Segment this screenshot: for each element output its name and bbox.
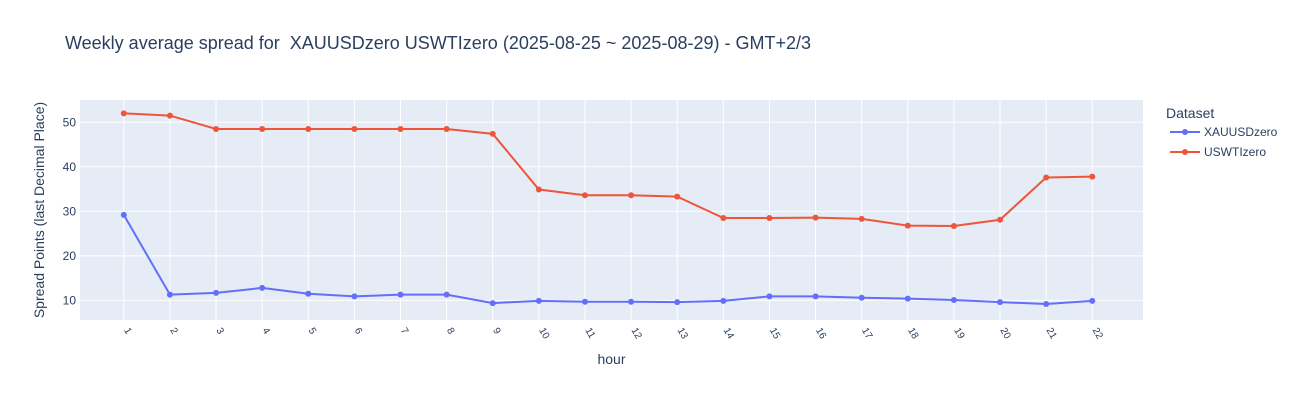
x-tick-label: 7 [398,326,411,337]
data-point[interactable] [535,297,542,304]
legend[interactable]: Dataset XAUUSDzero USWTIzero [1166,105,1278,159]
legend-label: USWTIzero [1204,145,1266,159]
x-tick-label: 18 [905,326,920,342]
data-point[interactable] [950,296,957,303]
y-tick-label: 50 [63,115,77,129]
x-tick-label: 22 [1090,326,1105,342]
x-tick-label: 8 [444,326,457,337]
plot-area[interactable] [80,100,1143,320]
data-point[interactable] [628,298,635,305]
x-tick-label: 20 [997,326,1012,342]
legend-marker-icon [1182,129,1188,135]
x-tick-label: 5 [306,326,319,337]
series-line[interactable] [122,214,1093,305]
y-axis-label: Spread Points (last Decimal Place) [31,102,47,318]
series-XAUUSDzero[interactable] [120,211,1096,307]
x-tick-label: 13 [675,326,690,342]
data-point[interactable] [858,215,865,222]
data-point[interactable] [997,216,1004,223]
gridlines [80,100,1143,320]
data-point[interactable] [1043,300,1050,307]
data-point[interactable] [120,211,127,218]
data-point[interactable] [1043,174,1050,181]
data-point[interactable] [950,223,957,230]
chart-title: Weekly average spread for XAUUSDzero USW… [65,33,811,53]
data-point[interactable] [904,222,911,229]
series-USWTIzero[interactable] [120,110,1096,230]
data-point[interactable] [259,284,266,291]
data-point[interactable] [166,291,173,298]
data-point[interactable] [1089,297,1096,304]
data-point[interactable] [581,298,588,305]
data-point[interactable] [904,295,911,302]
series-layer [120,110,1096,307]
x-tick-label: 12 [629,326,644,342]
data-point[interactable] [213,125,220,132]
data-point[interactable] [351,293,358,300]
x-tick-label: 11 [582,326,597,341]
legend-title: Dataset [1166,105,1214,121]
y-tick-label: 40 [63,160,77,174]
x-tick-label: 16 [813,326,828,342]
data-point[interactable] [213,289,220,296]
data-point[interactable] [397,125,404,132]
data-point[interactable] [443,291,450,298]
y-tick-label: 10 [63,293,77,307]
data-point[interactable] [628,192,635,199]
data-point[interactable] [489,130,496,137]
series-line[interactable] [123,112,1093,228]
data-point[interactable] [397,291,404,298]
x-tick-label: 21 [1044,326,1059,342]
data-point[interactable] [858,294,865,301]
data-point[interactable] [997,299,1004,306]
x-axis-label: hour [597,351,625,367]
y-tick-label: 20 [63,249,77,263]
data-point[interactable] [1089,173,1096,180]
data-point[interactable] [535,186,542,193]
data-point[interactable] [351,125,358,132]
data-point[interactable] [674,299,681,306]
legend-label: XAUUSDzero [1204,125,1278,139]
x-axis-ticks: 1 2 3 4 5 6 7 8 9 10 11 12 13 14 15 16 17 18 19 20 21 22 [121,326,1105,342]
data-point[interactable] [120,110,127,117]
x-tick-label: 3 [213,326,226,337]
data-point[interactable] [305,290,312,297]
x-tick-label: 14 [721,326,736,342]
data-point[interactable] [766,215,773,222]
x-tick-label: 10 [536,326,551,342]
x-tick-label: 2 [167,326,180,337]
data-point[interactable] [259,125,266,132]
y-tick-label: 30 [63,204,77,218]
x-tick-label: 6 [352,326,365,337]
x-tick-label: 17 [859,326,874,342]
data-point[interactable] [443,125,450,132]
x-tick-label: 9 [490,326,503,337]
legend-item[interactable]: XAUUSDzero [1170,125,1278,139]
data-point[interactable] [812,293,819,300]
data-point[interactable] [766,293,773,300]
data-point[interactable] [305,125,312,132]
data-point[interactable] [166,112,173,119]
data-point[interactable] [581,192,588,199]
data-point[interactable] [720,215,727,222]
data-point[interactable] [812,214,819,221]
data-point[interactable] [720,297,727,304]
data-point[interactable] [489,300,496,307]
data-point[interactable] [674,193,681,200]
x-tick-label: 19 [951,326,966,342]
x-tick-label: 1 [121,326,134,337]
y-axis-ticks: 10 20 30 40 50 [63,115,77,307]
legend-item[interactable]: USWTIzero [1170,145,1266,159]
legend-marker-icon [1182,149,1188,155]
x-tick-label: 4 [260,326,273,337]
x-tick-label: 15 [767,326,782,342]
